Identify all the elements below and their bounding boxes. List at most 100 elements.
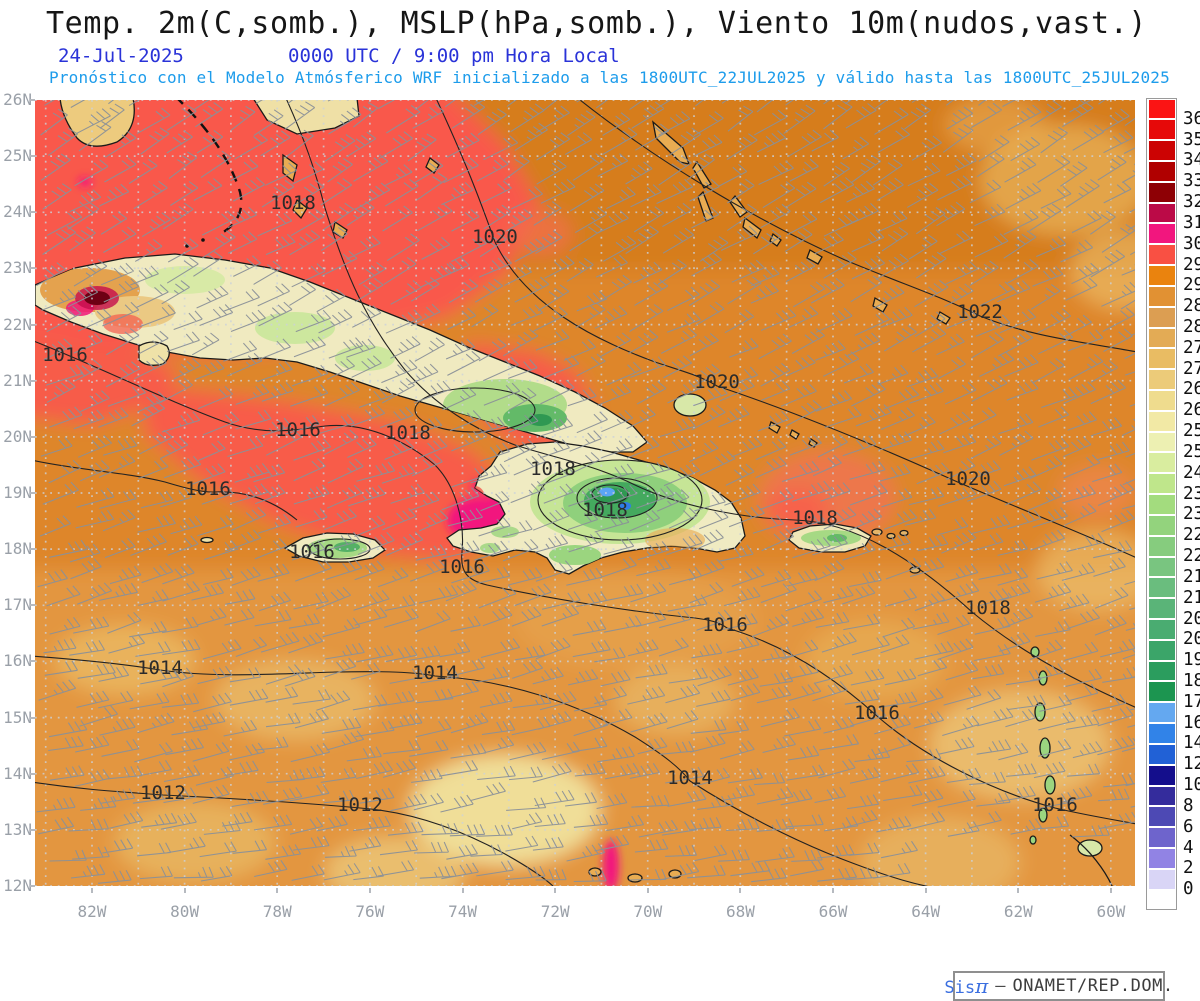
isobar-1014 bbox=[35, 655, 929, 886]
lon-label: 74W bbox=[448, 902, 477, 921]
isobar-1016-a bbox=[35, 340, 1135, 825]
isobar-value-label: 1014 bbox=[667, 767, 713, 789]
colorbar-label: 22.5 bbox=[1183, 525, 1200, 546]
isobar-value-label: 1016 bbox=[702, 614, 748, 636]
isobar-value-label: 1020 bbox=[694, 371, 740, 393]
colorbar-label: 23 bbox=[1183, 504, 1200, 525]
lon-tick bbox=[832, 888, 835, 893]
lon-tick bbox=[646, 888, 649, 893]
colorbar-swatch bbox=[1149, 515, 1175, 535]
colorbar-swatch bbox=[1149, 599, 1175, 618]
lat-tick bbox=[30, 884, 35, 887]
valid-time: 0000 UTC / 9:00 pm Hora Local bbox=[288, 45, 620, 67]
lat-label: 20N bbox=[3, 426, 32, 446]
lon-tick bbox=[276, 888, 279, 893]
lesser-antilles bbox=[1029, 646, 1103, 857]
lon-tick bbox=[1017, 888, 1020, 893]
lat-tick bbox=[30, 267, 35, 270]
colorbar-swatch bbox=[1149, 495, 1175, 514]
colorbar-label: 14 bbox=[1183, 733, 1200, 754]
colorbar-swatch bbox=[1149, 307, 1175, 327]
lon-tick bbox=[183, 888, 186, 893]
isobar-value-label: 1016 bbox=[439, 556, 485, 578]
colorbar-label: 34 bbox=[1183, 150, 1200, 171]
colorbar-swatch bbox=[1149, 349, 1175, 369]
colorbar-swatch bbox=[1149, 807, 1175, 827]
isobar-value-label: 1016 bbox=[1032, 794, 1078, 816]
colorbar-label: 32 bbox=[1183, 192, 1200, 213]
colorbar-swatch bbox=[1149, 474, 1175, 494]
colorbar-label: 20 bbox=[1183, 629, 1200, 650]
isobar-loop-hisp-inner bbox=[576, 477, 658, 519]
colorbar-label: 20.5 bbox=[1183, 608, 1200, 629]
lat-tick bbox=[30, 772, 35, 775]
isobar-1016-b bbox=[35, 460, 298, 521]
colorbar-swatch bbox=[1149, 828, 1175, 848]
colorbar-label: 27.5 bbox=[1183, 337, 1200, 358]
colorbar-swatch bbox=[1149, 640, 1175, 660]
colorbar-swatch bbox=[1149, 141, 1175, 160]
colorbar-swatch bbox=[1149, 890, 1175, 910]
colorbar-label: 24 bbox=[1183, 462, 1200, 483]
isobar-loop-cuba bbox=[414, 387, 536, 433]
wind-barbs-layer bbox=[36, 100, 1135, 884]
lat-tick bbox=[30, 491, 35, 494]
lon-tick bbox=[739, 888, 742, 893]
lat-tick bbox=[30, 211, 35, 214]
model-init-line: Pronóstico con el Modelo Atmósferico WRF… bbox=[49, 68, 1170, 87]
isobar-value-label: 1018 bbox=[792, 507, 838, 529]
isobar-value-label: 1016 bbox=[289, 541, 335, 563]
isobar-value-label: 1012 bbox=[140, 782, 186, 804]
colorbar-swatch bbox=[1149, 432, 1175, 452]
isobar-labels-layer: 1018 1020 1022 1016 1020 1016 1018 1020 1016 1018… bbox=[42, 192, 1078, 816]
lat-label: 25N bbox=[3, 146, 32, 166]
lon-tick bbox=[924, 888, 927, 893]
virgin-islands bbox=[871, 528, 921, 574]
lat-tick bbox=[30, 716, 35, 719]
colorbar-label: 6 bbox=[1183, 816, 1194, 837]
colorbar-swatch bbox=[1149, 765, 1175, 785]
colorbar-swatch bbox=[1149, 536, 1175, 556]
isobar-value-label: 1016 bbox=[854, 702, 900, 724]
isobar-value-label: 1018 bbox=[530, 458, 576, 480]
colorbar-swatch bbox=[1149, 182, 1175, 202]
colorbar-label: 23.5 bbox=[1183, 483, 1200, 504]
colorbar-label: 0 bbox=[1183, 879, 1194, 900]
colorbar-label: 8 bbox=[1183, 795, 1194, 816]
map-canvas: 1018 1020 1022 1016 1020 1016 1018 1020 1016 1018… bbox=[35, 100, 1135, 886]
isobar-value-label: 1018 bbox=[965, 597, 1011, 619]
colorbar-swatch bbox=[1149, 328, 1175, 348]
colorbar-swatch bbox=[1149, 120, 1175, 140]
lon-label: 78W bbox=[262, 902, 292, 921]
lon-label: 82W bbox=[77, 902, 107, 921]
isobar-value-label: 1016 bbox=[275, 419, 321, 441]
colorbar-label: 10 bbox=[1183, 775, 1200, 796]
colorbar-swatch bbox=[1149, 620, 1175, 639]
isobar-1018 bbox=[286, 100, 1135, 708]
colorbar-label: 33 bbox=[1183, 171, 1200, 192]
colorbar-label: 21 bbox=[1183, 587, 1200, 608]
lat-label: 14N bbox=[3, 763, 32, 783]
colorbar-swatch bbox=[1149, 286, 1175, 306]
lon-label: 64W bbox=[911, 902, 941, 921]
isobar-value-label: 1014 bbox=[137, 657, 183, 679]
isobars-layer bbox=[35, 100, 1135, 886]
colorbar-label: 29.7 bbox=[1183, 254, 1200, 275]
weather-chart-page: Temp. 2m(C,somb.), MSLP(hPa,somb.), Vien… bbox=[3, 6, 1200, 1001]
isobar-value-label: 1020 bbox=[472, 226, 518, 248]
isobar-value-label: 1020 bbox=[945, 468, 991, 490]
isobar-1020 bbox=[436, 100, 1135, 558]
lat-label: 19N bbox=[3, 482, 32, 502]
colorbar-swatch bbox=[1149, 661, 1175, 681]
lat-label: 16N bbox=[3, 651, 32, 671]
lon-label: 76W bbox=[355, 902, 385, 921]
colorbar-label: 29 bbox=[1183, 275, 1200, 296]
lon-label: 62W bbox=[1003, 902, 1033, 921]
colorbar-swatch bbox=[1149, 266, 1175, 285]
colorbar-swatch bbox=[1149, 245, 1175, 265]
lon-label: 60W bbox=[1096, 902, 1126, 921]
lon-label: 72W bbox=[540, 902, 570, 921]
isobar-value-label: 1018 bbox=[270, 192, 316, 214]
colorbar-swatch bbox=[1149, 224, 1175, 244]
cayman-island bbox=[200, 536, 214, 544]
